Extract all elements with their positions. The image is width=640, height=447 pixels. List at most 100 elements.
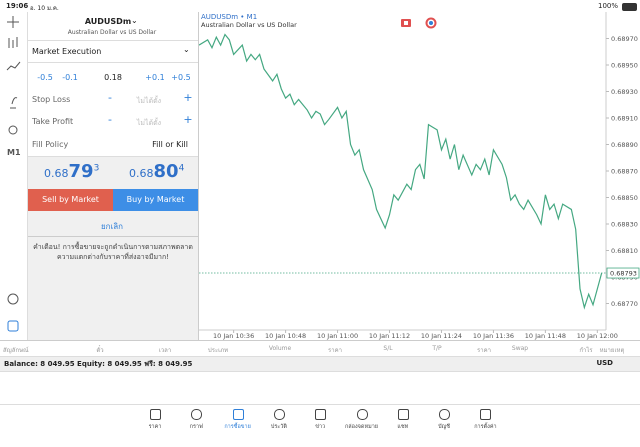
tab-label[interactable]: ราคา [148,424,162,430]
price-part: 4 [178,163,185,174]
tab-label[interactable]: บัญชี [438,424,451,430]
x-tick-label: 10 Jan 10:48 [265,332,306,340]
y-tick-label: 0.68890 [611,141,638,149]
y-tick-label: 0.68870 [611,168,638,176]
divider [0,404,640,405]
tab-icon[interactable] [356,409,368,420]
tab-label[interactable]: การซื้อขาย [224,424,251,430]
x-tick-label: 10 Jan 11:36 [473,332,514,340]
volume-step[interactable]: +0.1 [145,73,165,82]
plus[interactable]: + [183,113,193,126]
tab-label[interactable]: ประวัติ [270,424,287,430]
panel-bg [28,156,198,340]
y-tick-label: 0.68930 [611,88,638,96]
tab-icon[interactable] [397,409,409,420]
toggle-icon[interactable] [425,17,437,29]
divider [28,62,198,63]
column-header[interactable]: Swap [511,345,529,352]
divider [28,236,198,237]
tab-label[interactable]: กล่องจดหมาย [344,424,379,430]
chevron[interactable]: ⌄ [131,16,138,25]
battery-icon [622,3,637,11]
volume-step[interactable]: +0.5 [171,73,191,82]
price-part: 0.68 [44,167,69,180]
fill-policy-value[interactable]: Fill or Kill [152,140,188,149]
tab-icon[interactable] [315,409,327,420]
bid-label: 0.68793 [610,270,637,278]
take-profit-value[interactable]: ไม่ได้ตั้ง [136,119,162,127]
chart-title: AUDUSDm • M1 [201,13,257,21]
chevron[interactable]: ⌄ [183,45,190,54]
crosshair-icon[interactable] [7,16,19,28]
tab-label[interactable]: แชท [397,424,409,430]
y-tick-label: 0.68830 [611,221,638,229]
tab-icon[interactable] [232,409,244,420]
x-tick-label: 10 Jan 11:48 [525,332,566,340]
divider [27,12,28,340]
price-line [199,33,603,310]
tab-icon[interactable] [150,409,161,420]
column-header[interactable]: เวลา [158,347,172,354]
y-tick-label: 0.68770 [611,300,638,308]
timeframe[interactable]: M1 [7,148,21,157]
column-header[interactable]: ราคา [477,347,491,354]
volume[interactable]: 0.18 [104,73,122,82]
sell-button[interactable]: Sell by Market [28,189,113,211]
column-header[interactable]: S/L [383,345,393,352]
minus[interactable]: - [108,91,112,104]
tab-label[interactable]: ข่าว [315,424,326,430]
stop-loss-value[interactable]: ไม่ได้ตั้ง [136,97,162,105]
column-header[interactable]: หมายเหตุ [599,347,625,354]
description: Australian Dollar vs US Dollar [67,29,157,36]
tab-label[interactable]: กราฟ [189,424,203,430]
column-header[interactable]: Volume [268,345,292,352]
tab-icon[interactable] [191,409,203,420]
y-tick-label: 0.68810 [611,247,638,255]
column-header[interactable]: ประเภท [207,347,229,354]
bid-label-box [606,267,640,279]
tab-icon[interactable] [273,409,285,420]
search-icon[interactable] [7,293,19,305]
divider [0,340,640,341]
function-icon[interactable] [10,97,18,109]
trade-icon [404,21,408,25]
column-header[interactable]: ตั๋ว [96,347,104,354]
stop-loss-label: Stop Loss [32,95,71,104]
price-part: 79 [68,161,94,182]
balance: Balance: 8 049.95 Equity: 8 049.95 ฟรี: … [4,360,193,368]
take-profit-label: Take Profit [32,117,74,126]
execution[interactable]: Market Execution [32,47,102,56]
tab-label[interactable]: การตั้งค่า [474,424,497,430]
volume-step[interactable]: -0.5 [37,73,53,82]
battery: 100% [598,2,619,10]
x-tick-label: 10 Jan 12:00 [577,332,618,340]
symbol[interactable]: AUDUSDm [84,17,132,26]
minus[interactable]: - [108,113,112,126]
indicators-icon[interactable] [6,61,21,71]
app-icon[interactable] [7,320,19,332]
balance-row [0,356,640,372]
price-part: 0.68 [129,167,154,180]
divider [198,12,199,340]
objects-icon[interactable] [8,125,18,135]
column-header[interactable]: กำไร [579,347,593,354]
volume-step[interactable]: -0.1 [62,73,78,82]
warning: คำเตือน! การซื้อขายจะถูกดำเนินการตามสภาพ… [33,243,193,261]
y-tick-label: 0.68910 [611,115,638,123]
x-tick-label: 10 Jan 11:12 [369,332,410,340]
column-header[interactable]: T/P [432,345,442,352]
buy-button[interactable]: Buy by Market [113,189,198,211]
tab-icon[interactable] [480,409,492,420]
candles-icon[interactable] [8,37,18,48]
column-header[interactable]: สัญลักษณ์ [3,347,29,354]
toolbar [6,16,21,332]
column-header[interactable]: ราคา [328,347,342,354]
currency: USD [596,359,613,367]
sell-price: 0.68793 [44,161,99,182]
toggle-icon [429,21,433,25]
tab-icon[interactable] [439,409,451,420]
x-tick-label: 10 Jan 11:00 [317,332,358,340]
plus[interactable]: + [183,91,193,104]
cancel[interactable]: ยกเลิก [100,222,124,231]
